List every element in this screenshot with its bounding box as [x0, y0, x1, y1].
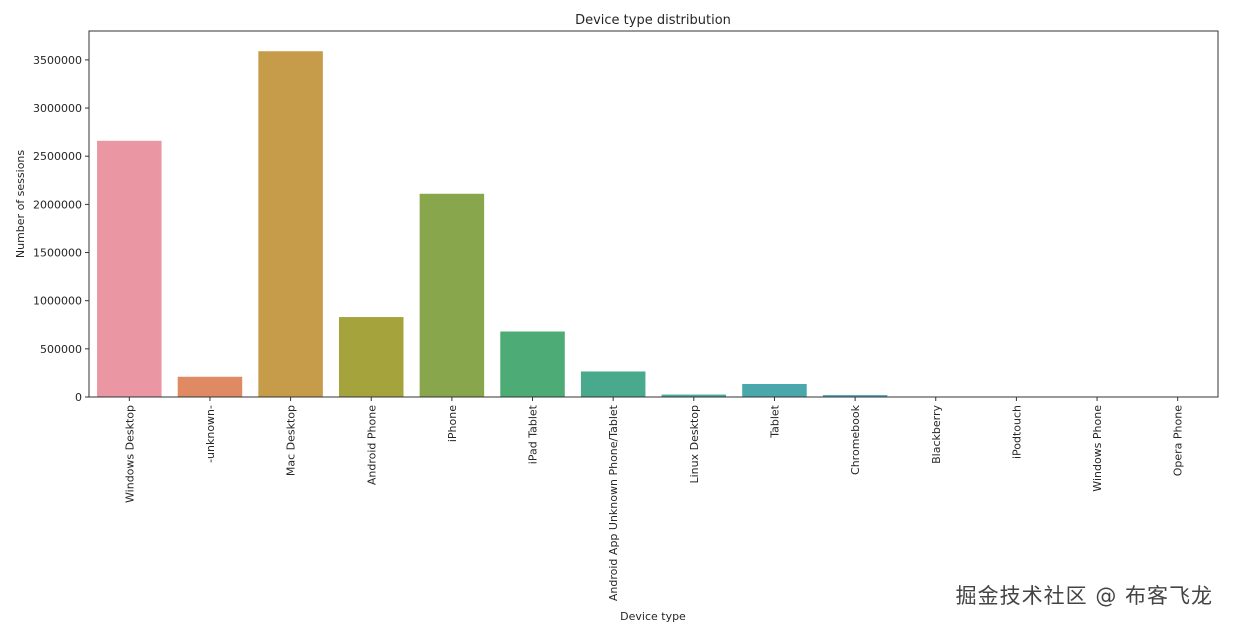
y-tick-label-1: 500000	[40, 343, 82, 356]
bar-8	[742, 384, 807, 397]
x-tick-label-6: Android App Unknown Phone/Tablet	[607, 404, 620, 601]
y-tick-label-5: 2500000	[33, 150, 82, 163]
x-tick-label-9: Chromebook	[849, 404, 862, 475]
x-tick-label-2: Mac Desktop	[285, 405, 298, 476]
y-tick-label-4: 2000000	[33, 198, 82, 211]
x-tick-label-1: -unknown-	[204, 405, 217, 463]
x-tick-label-4: iPhone	[446, 405, 459, 442]
bars-group	[97, 51, 1210, 397]
x-tick-label-3: Android Phone	[365, 405, 378, 485]
x-tick-label-12: Windows Phone	[1091, 405, 1104, 492]
y-tick-label-2: 1000000	[33, 295, 82, 308]
y-tick-label-0: 0	[75, 391, 82, 404]
bar-3	[339, 317, 404, 397]
bar-6	[581, 371, 646, 397]
bar-1	[178, 377, 243, 397]
bar-0	[97, 141, 162, 397]
y-axis-label: Number of sessions	[14, 150, 27, 259]
x-tick-label-13: Opera Phone	[1172, 405, 1185, 476]
x-tick-label-11: iPodtouch	[1010, 405, 1023, 459]
x-tick-label-7: Linux Desktop	[688, 405, 701, 484]
y-tick-label-3: 1500000	[33, 247, 82, 260]
watermark-text: 掘金技术社区 @ 布客飞龙	[956, 580, 1213, 610]
bar-4	[420, 194, 485, 397]
y-tick-label-6: 3000000	[33, 102, 82, 115]
x-tick-label-8: Tablet	[768, 404, 781, 438]
bar-2	[258, 51, 323, 397]
x-tick-label-0: Windows Desktop	[123, 405, 136, 503]
x-tick-label-10: Blackberry	[930, 405, 943, 464]
y-axis-ticks: 0 500000 1000000 1500000 2000000 2500000 30000…	[33, 54, 89, 404]
y-tick-label-7: 3500000	[33, 54, 82, 67]
x-axis-label: Device type	[620, 610, 686, 623]
chart-title: Device type distribution	[575, 13, 731, 28]
x-tick-label-5: iPad Tablet	[527, 404, 540, 464]
bar-5	[500, 332, 565, 397]
x-axis-ticks: Windows Desktop -unknown- Mac Desktop Andro…	[123, 397, 1184, 601]
